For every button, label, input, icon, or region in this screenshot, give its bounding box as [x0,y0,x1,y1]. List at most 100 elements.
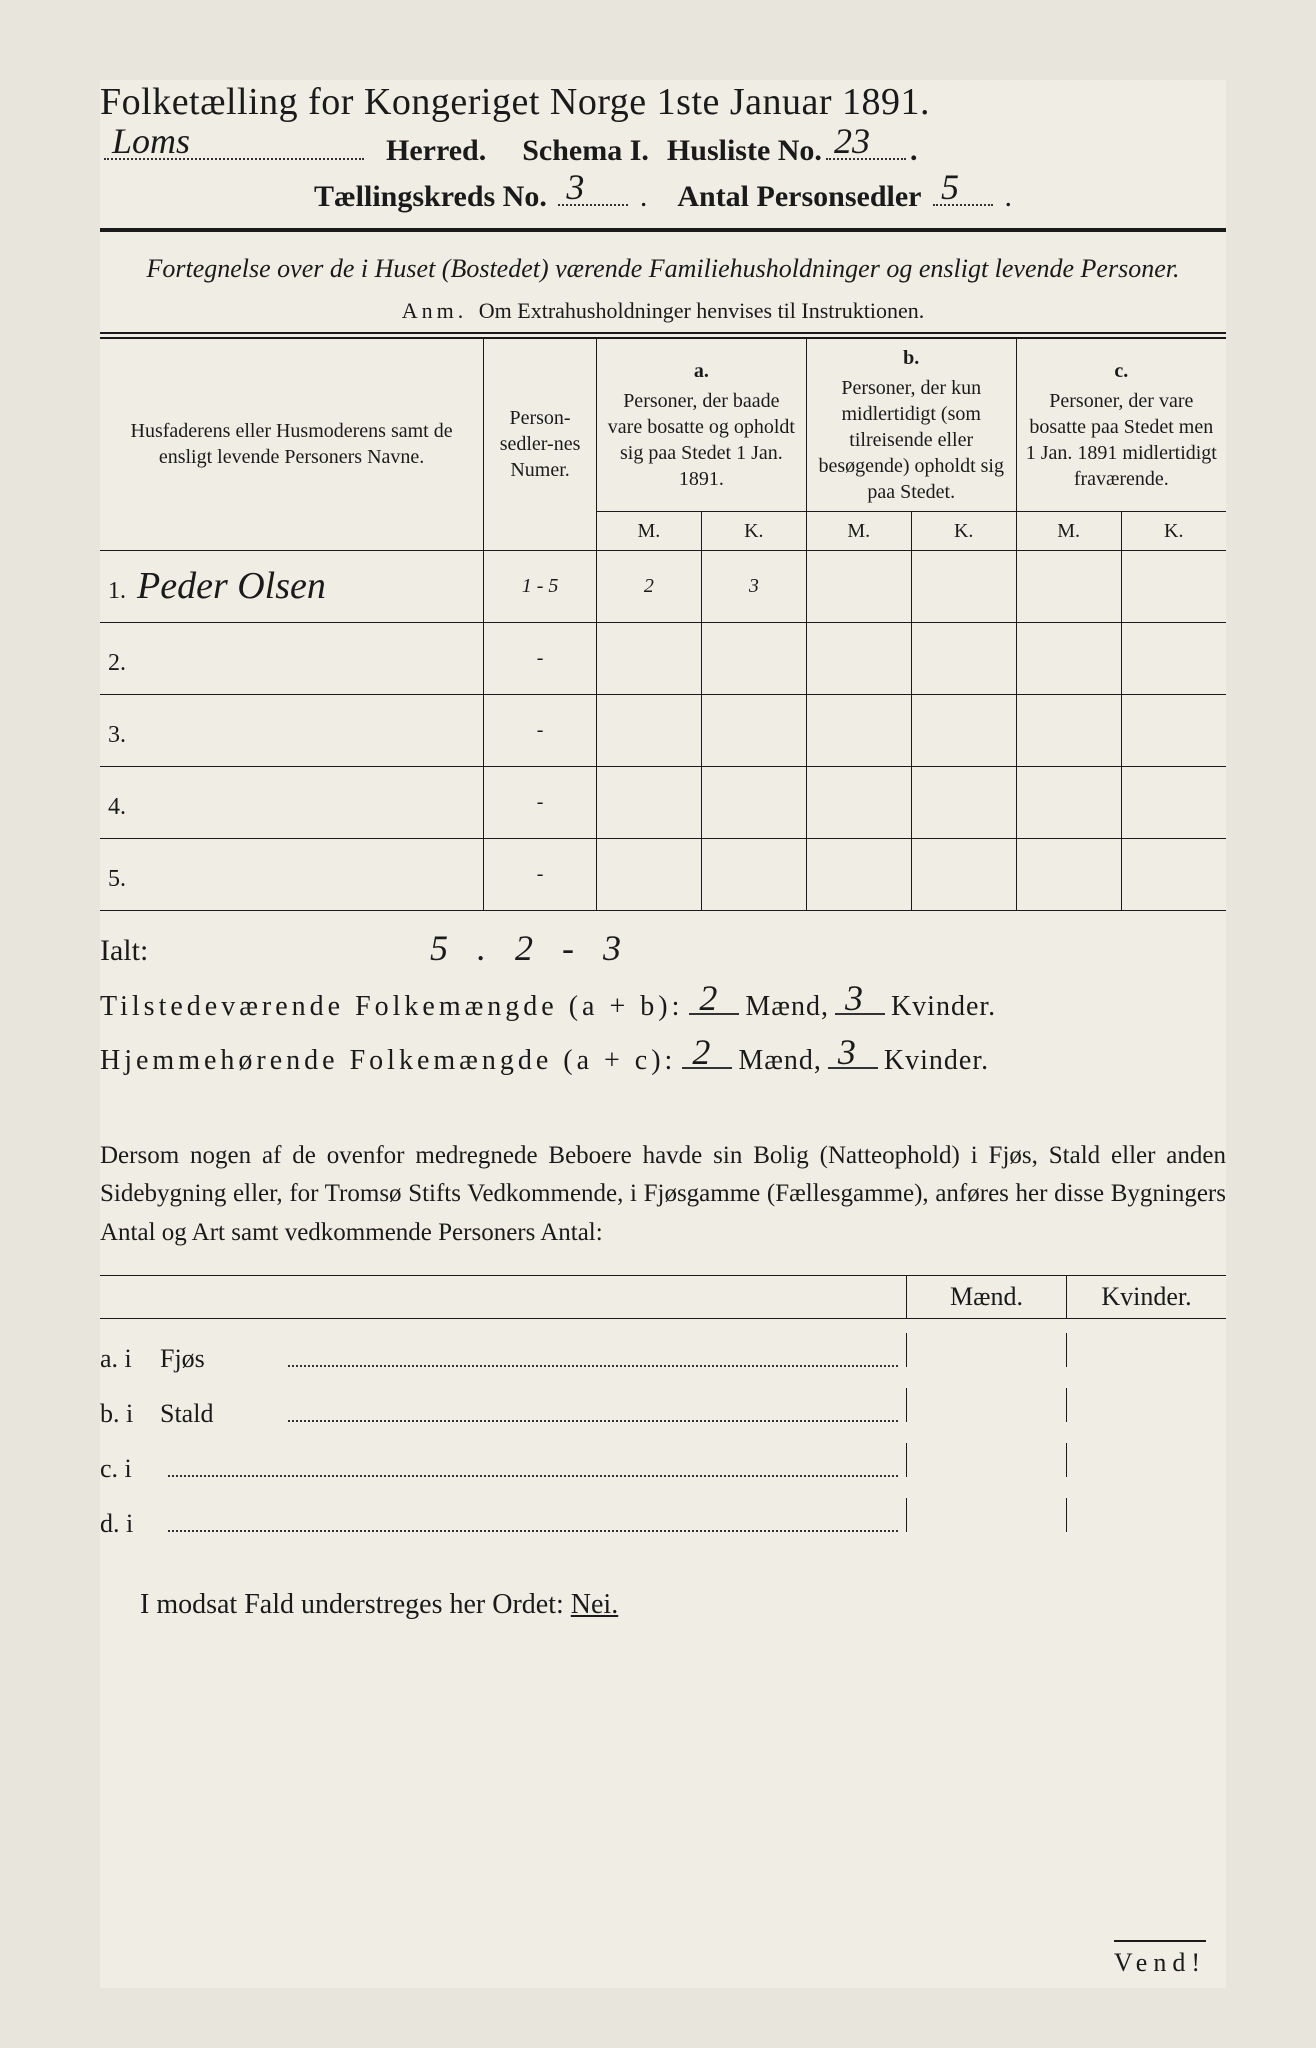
cell-b-k [911,622,1016,694]
building-line-b: b. i Stald [100,1388,1226,1429]
cell-c-k [1121,622,1226,694]
cell-c-k [1121,694,1226,766]
bl-d-lab: d. i [100,1509,160,1539]
th-c-letter: c. [1025,358,1218,384]
building-line-a: a. i Fjøs [100,1333,1226,1374]
header-row-2: Tællingskreds No. 3 . Antal Personsedler… [100,178,1226,214]
cell-c-k [1121,838,1226,910]
cell-a-m [596,766,701,838]
cell-c-m [1016,550,1121,622]
kreds-field: 3 [558,178,628,206]
husliste-label: Husliste No. [667,134,822,168]
cell-c-k [1121,766,1226,838]
cell-b-m [806,622,911,694]
cell-num: - [484,622,597,694]
ialt-values: 5 . 2 - 3 [430,927,631,969]
cell-b-m [806,694,911,766]
bl-a-k [1066,1333,1226,1367]
th-a-text: Personer, der baade vare bosatte og opho… [608,390,795,490]
personsedler-value: 5 [941,166,959,208]
building-block: Mænd. Kvinder. a. i Fjøs b. i Stald c. i… [100,1275,1226,1539]
herred-value: Loms [112,120,190,162]
ialt-label: Ialt: [100,934,400,968]
table-row: 1. Peder Olsen1 - 523 [100,550,1226,622]
anm-note: Anm. Om Extrahusholdninger henvises til … [100,298,1226,324]
herred-field: Loms [104,132,364,160]
nei-word: Nei. [571,1589,618,1620]
personsedler-label: Antal Personsedler [677,180,921,213]
census-table: Husfaderens eller Husmoderens samt de en… [100,338,1226,911]
cell-a-m [596,694,701,766]
bl-b-lab: b. i [100,1399,160,1429]
cell-b-m [806,550,911,622]
cell-name: 3. [100,694,484,766]
cell-a-k: 3 [701,550,806,622]
summary2-m-field: 2 [682,1041,732,1069]
summary1-k-field: 3 [835,987,885,1015]
th-c: c. Personer, der vare bosatte paa Stedet… [1016,338,1226,511]
th-a: a. Personer, der baade vare bosatte og o… [596,338,806,511]
cell-a-k [701,622,806,694]
bl-a-dots [288,1347,898,1367]
anm-text: Om Extrahusholdninger henvises til Instr… [479,298,924,323]
bl-d-k [1066,1498,1226,1532]
th-num: Person-sedler-nes Numer. [484,338,597,550]
th-b-text: Personer, der kun midlertidigt (som tilr… [818,377,1004,503]
cell-a-k [701,766,806,838]
cell-name: 1. Peder Olsen [100,550,484,622]
th-b-k: K. [911,511,1016,550]
subtitle: Fortegnelse over de i Huset (Bostedet) v… [100,250,1226,288]
kreds-value: 3 [566,166,584,208]
kreds-label: Tællingskreds No. [314,180,547,213]
summary2-k: 3 [838,1031,857,1073]
cell-c-m [1016,622,1121,694]
personsedler-field: 5 [933,178,993,206]
building-line-d: d. i [100,1498,1226,1539]
kvinder-label-2: Kvinder. [884,1045,989,1077]
th-c-k: K. [1121,511,1226,550]
vend-label: Vend! [1114,1940,1206,1978]
header-row-1: Loms Herred. Schema I. Husliste No. 23 . [100,132,1226,168]
table-row: 4. - [100,766,1226,838]
bl-d-m [906,1498,1066,1532]
summary1-label: Tilstedeværende Folkemængde (a + b): [100,991,683,1023]
summary1-k: 3 [845,977,864,1019]
building-mk-header: Mænd. Kvinder. [100,1275,1226,1319]
th-a-k: K. [701,511,806,550]
table-row: 3. - [100,694,1226,766]
cell-a-m [596,838,701,910]
maend-label: Mænd, [745,991,829,1023]
cell-num: - [484,766,597,838]
cell-b-k [911,766,1016,838]
cell-b-k [911,694,1016,766]
cell-a-m [596,622,701,694]
th-c-text: Personer, der vare bosatte paa Stedet me… [1026,390,1217,490]
bl-c-k [1066,1443,1226,1477]
nei-line: I modsat Fald understreges her Ordet: Ne… [100,1589,1226,1621]
cell-num: - [484,694,597,766]
anm-label: Anm. [402,298,468,323]
th-a-m: M. [596,511,701,550]
cell-c-m [1016,694,1121,766]
cell-c-m [1016,766,1121,838]
summary2-label: Hjemmehørende Folkemængde (a + c): [100,1045,676,1077]
bl-b-lab2: Stald [160,1399,280,1429]
schema-label: Schema I. [522,134,649,168]
th-c-m: M. [1016,511,1121,550]
bl-b-m [906,1388,1066,1422]
cell-a-k [701,694,806,766]
bl-b-k [1066,1388,1226,1422]
maend-label-2: Mænd, [738,1045,822,1077]
ialt-row: Ialt: 5 . 2 - 3 [100,927,1226,969]
page-title: Folketælling for Kongeriget Norge 1ste J… [100,80,1226,124]
table-row: 2. - [100,622,1226,694]
summary-line-1: Tilstedeværende Folkemængde (a + b): 2 M… [100,987,1226,1023]
building-maend-header: Mænd. [906,1276,1066,1318]
cell-num: 1 - 5 [484,550,597,622]
bl-c-m [906,1443,1066,1477]
cell-c-m [1016,838,1121,910]
building-kvinder-header: Kvinder. [1066,1276,1226,1318]
rule-1 [100,228,1226,232]
th-b-letter: b. [815,345,1008,371]
cell-b-k [911,550,1016,622]
